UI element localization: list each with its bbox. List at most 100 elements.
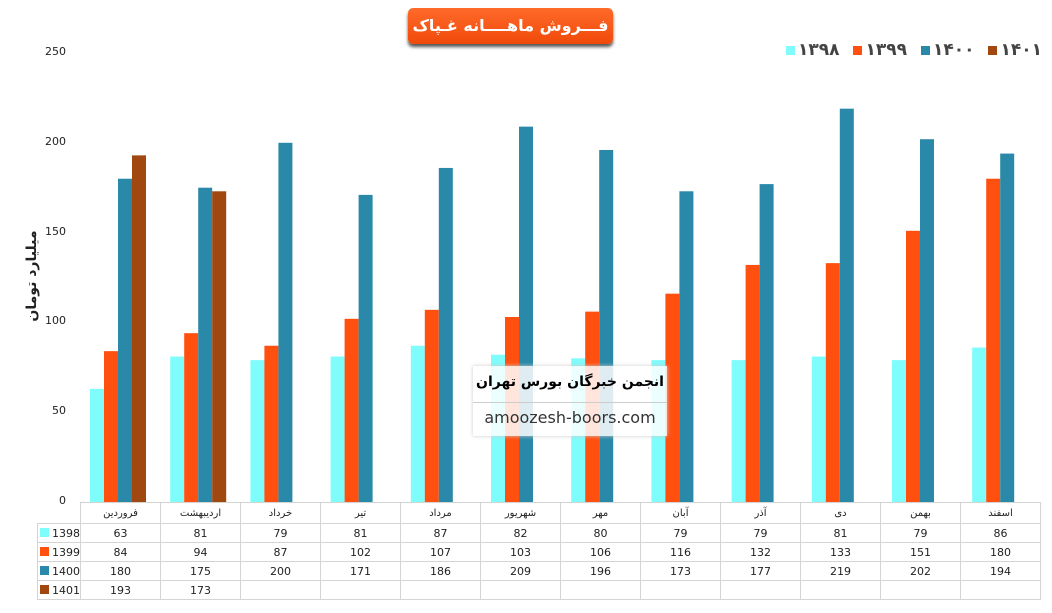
y-tick-label: 0 [59, 494, 66, 507]
legend-item-1398: ۱۳۹۸ [785, 40, 840, 60]
bar-1398-9 [811, 356, 826, 502]
series-name: 1398 [52, 526, 80, 540]
data-label: 196 [560, 561, 641, 581]
legend-swatch [40, 565, 49, 575]
data-label: 132 [720, 542, 801, 562]
legend-swatch [40, 584, 49, 594]
legend-label: ۱۳۹۸ [797, 40, 840, 60]
data-label [640, 580, 721, 600]
bar-1398-2 [250, 360, 265, 502]
data-label: 180 [960, 542, 1041, 562]
data-label: 194 [960, 561, 1041, 581]
data-label: 106 [560, 542, 641, 562]
legend-label: ۱۴۰۱ [1000, 40, 1042, 60]
bar-1400-6 [599, 149, 614, 502]
data-label: 151 [880, 542, 961, 562]
data-label: 209 [480, 561, 561, 581]
data-label: 80 [560, 523, 641, 543]
data-label [320, 580, 401, 600]
bar-1400-5 [519, 126, 533, 503]
x-tick-label: شهریور [480, 502, 561, 524]
bar-1398-10 [892, 360, 906, 502]
bar-1398-1 [170, 356, 185, 502]
bar-1398-0 [90, 388, 104, 502]
table-row: 1401 193 173 [37, 580, 1041, 600]
bar-1401-0 [132, 155, 146, 502]
watermark-title: انجمن خبرگان بورس تهران [476, 374, 664, 390]
legend-item-1401: ۱۴۰۱ [988, 40, 1042, 60]
data-label: 79 [720, 523, 801, 543]
x-tick-label: بهمن [880, 502, 961, 524]
bar-1400-0 [118, 178, 132, 502]
legend-item-1400: ۱۴۰۰ [920, 40, 975, 60]
bar-1399-1 [184, 333, 199, 502]
y-tick-label: 100 [45, 314, 66, 328]
x-tick-label: خرداد [240, 502, 321, 524]
x-tick-label: آذر [720, 502, 801, 524]
bar-1400-4 [438, 167, 453, 502]
legend-swatch [40, 527, 49, 537]
bar-1400-10 [920, 139, 934, 502]
bar-1399-8 [745, 264, 760, 502]
data-label [480, 580, 561, 600]
data-label: 103 [480, 542, 561, 562]
data-label: 133 [800, 542, 881, 562]
data-label [560, 580, 641, 600]
row-label: 1399 [37, 542, 81, 562]
bar-1400-3 [358, 194, 373, 502]
bar-1399-0 [104, 351, 118, 502]
watermark: انجمن خبرگان بورس تهران amoozesh-boors.c… [473, 366, 667, 436]
data-label: 186 [400, 561, 481, 581]
series-name: 1401 [52, 583, 80, 597]
data-label: 87 [240, 542, 321, 562]
bar-1398-8 [731, 360, 746, 502]
x-tick-label: اردیبهشت [160, 502, 241, 524]
data-label: 202 [880, 561, 961, 581]
watermark-divider [473, 402, 667, 403]
bar-1400-11 [1000, 153, 1015, 503]
data-label: 102 [320, 542, 401, 562]
series-name: 1400 [52, 564, 80, 578]
y-tick-label: 50 [52, 404, 66, 418]
data-label: 79 [880, 523, 961, 543]
x-tick-label: دی [800, 502, 881, 524]
bar-1399-11 [986, 178, 1001, 502]
data-label: 79 [240, 523, 321, 543]
data-label: 175 [160, 561, 241, 581]
bar-1399-7 [665, 293, 680, 502]
watermark-url: amoozesh-boors.com [484, 408, 656, 427]
data-label: 82 [480, 523, 561, 543]
bar-1400-9 [839, 108, 854, 503]
data-label: 81 [160, 523, 241, 543]
data-label [880, 580, 961, 600]
bar-1399-4 [424, 309, 439, 502]
data-label: 116 [640, 542, 721, 562]
data-label: 87 [400, 523, 481, 543]
table-corner [37, 502, 81, 524]
data-label: 86 [960, 523, 1041, 543]
x-tick-label: مهر [560, 502, 641, 524]
data-label [800, 580, 881, 600]
x-tick-label: اسفند [960, 502, 1041, 524]
legend-swatch [920, 45, 930, 55]
series-name: 1399 [52, 545, 80, 559]
data-label: 79 [640, 523, 721, 543]
table-row: 1398 63 81 79 81 87 82 80 79 79 81 79 86 [37, 523, 1041, 543]
row-label: 1400 [37, 561, 81, 581]
data-label: 173 [640, 561, 721, 581]
bar-1399-9 [825, 263, 840, 502]
row-label: 1401 [37, 580, 81, 600]
data-label: 180 [80, 561, 161, 581]
bar-1399-2 [264, 345, 279, 502]
data-label: 81 [320, 523, 401, 543]
legend-label: ۱۴۰۰ [932, 40, 975, 60]
legend-label: ۱۳۹۹ [865, 40, 907, 60]
data-table: فروردین اردیبهشت خرداد تیر مرداد شهریور مهر آبا… [37, 502, 1041, 600]
legend-item-1399: ۱۳۹۹ [853, 40, 907, 60]
data-label: 173 [160, 580, 241, 600]
chart-title: فـــروش ماهــــانه غـپاک [408, 8, 613, 44]
data-label [960, 580, 1041, 600]
bar-1401-1 [212, 191, 227, 503]
bar-1400-1 [198, 187, 213, 502]
y-tick-label: 150 [45, 224, 66, 238]
